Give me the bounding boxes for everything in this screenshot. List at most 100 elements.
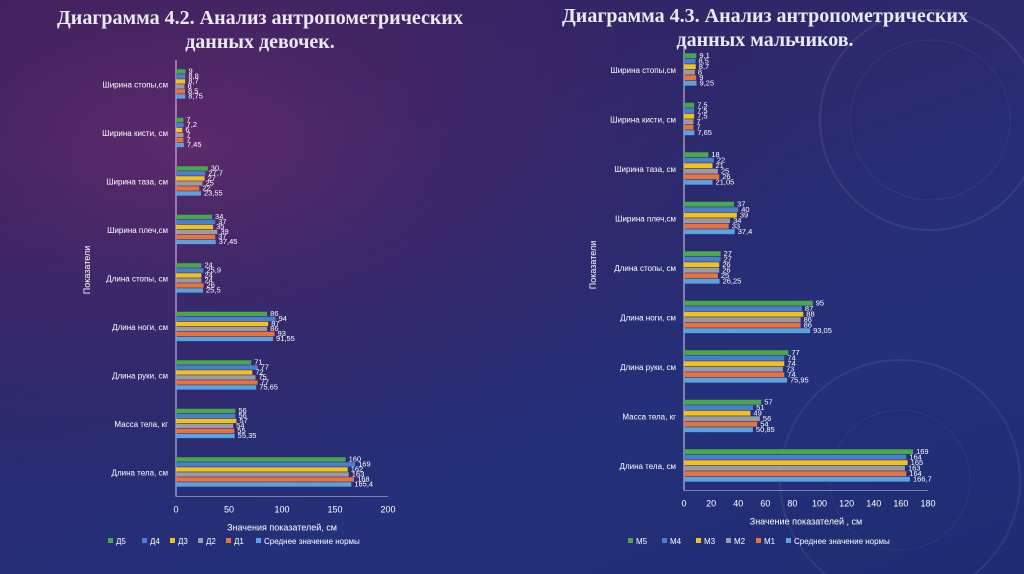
- boys-bar-value-label: 165: [911, 458, 924, 467]
- boys-x-tick-label: 80: [787, 499, 797, 509]
- girls-bar-value-label: 9: [189, 66, 193, 75]
- boys-legend-swatch: [628, 538, 633, 543]
- boys-bar-М3: [684, 163, 713, 169]
- girls-category-label: Длина руки, см: [112, 371, 168, 380]
- boys-legend-label: М5: [636, 537, 648, 546]
- boys-bar-value-label: 57: [764, 397, 772, 406]
- girls-bar-Д3: [176, 273, 202, 278]
- girls-legend-swatch: [108, 538, 113, 543]
- girls-bar-value-label: 57: [239, 416, 247, 425]
- girls-bar-Д3: [176, 79, 186, 84]
- boys-bar-value-label: 87: [805, 304, 813, 313]
- boys-bar-value-label: 166,7: [913, 474, 932, 483]
- girls-bar-Д4: [176, 365, 258, 370]
- girls-bar-value-label: 56: [238, 406, 246, 415]
- girls-bar-value-label: 7: [186, 130, 190, 139]
- boys-bar-М5: [684, 399, 762, 405]
- boys-bar-value-label: 56: [763, 414, 771, 423]
- boys-legend-label: М1: [764, 537, 776, 546]
- girls-bar-value-label: 86: [270, 324, 278, 333]
- girls-category-label: Длина стопы, см: [106, 274, 168, 283]
- boys-bar-Среднее значение нормы: [684, 130, 695, 136]
- girls-bar-Д1: [176, 186, 200, 191]
- girls-x-tick-label: 200: [380, 505, 395, 515]
- girls-bar-value-label: 86: [270, 309, 278, 318]
- girls-bar-Д4: [176, 74, 186, 79]
- boys-bar-Среднее значение нормы: [684, 80, 697, 86]
- girls-bar-value-label: 75,65: [259, 382, 278, 391]
- boys-bar-М2: [684, 366, 783, 372]
- boys-x-tick-label: 180: [920, 499, 935, 509]
- chart-title-girls: Диаграмма 4.2. Анализ антропометрических…: [57, 7, 463, 53]
- girls-bar-Д1: [176, 428, 235, 434]
- girls-bar-Д5: [176, 263, 202, 268]
- boys-bar-М3: [684, 212, 737, 218]
- boys-bar-value-label: 34: [733, 216, 741, 225]
- boys-bar-value-label: 27: [724, 249, 732, 258]
- boys-bar-М2: [684, 465, 905, 471]
- girls-bar-Среднее значение нормы: [176, 142, 184, 148]
- girls-x-tick-label: 150: [327, 505, 342, 515]
- boys-bar-Среднее значение нормы: [684, 179, 713, 185]
- girls-bar-Д3: [176, 321, 269, 327]
- boys-bar-value-label: 77: [791, 348, 799, 357]
- boys-bar-М2: [684, 69, 695, 75]
- boys-category-label: Длина стопы, см: [614, 264, 676, 273]
- boys-category-label: Масса тела, кг: [622, 412, 676, 421]
- girls-bar-Д2: [176, 375, 256, 380]
- girls-bar-value-label: 7,45: [187, 140, 202, 149]
- girls-bar-value-label: 87: [271, 319, 279, 328]
- girls-bar-Д5: [176, 214, 213, 220]
- girls-bar-value-label: 24: [204, 270, 212, 279]
- girls-bar-Д1: [176, 234, 216, 240]
- girls-bar-value-label: 23,55: [204, 188, 223, 197]
- girls-legend-label: Д1: [234, 537, 244, 546]
- girls-bar-Среднее значение нормы: [176, 239, 216, 245]
- boys-bar-value-label: 86: [804, 320, 812, 329]
- boys-bar-value-label: 18: [711, 150, 719, 159]
- girls-category-label: Ширина кисти, см: [102, 129, 168, 138]
- boys-category-label: Длина руки, см: [620, 363, 676, 372]
- girls-bar-value-label: 7: [186, 115, 190, 124]
- girls-bar-Д3: [176, 127, 183, 133]
- girls-bar-value-label: 8,7: [188, 76, 198, 85]
- boys-x-tick-label: 140: [866, 499, 881, 509]
- girls-bar-Д3: [176, 418, 237, 424]
- girls-bar-Д3: [176, 370, 253, 375]
- boys-bar-М1: [684, 421, 758, 427]
- girls-bar-value-label: 37: [218, 232, 226, 241]
- girls-bar-Среднее значение нормы: [176, 433, 235, 439]
- girls-bar-Д2: [176, 278, 202, 283]
- girls-bar-value-label: 72: [255, 367, 263, 376]
- boys-bar-М1: [684, 322, 801, 328]
- girls-category-label: Ширина таза, см: [106, 177, 168, 186]
- boys-bar-value-label: 164: [909, 469, 922, 478]
- girls-bar-Д2: [176, 229, 218, 235]
- girls-bar-value-label: 27: [208, 173, 216, 182]
- boys-bar-М5: [684, 53, 697, 59]
- girls-bar-Д4: [176, 316, 276, 322]
- boys-category-label: Ширина плеч,см: [615, 214, 676, 223]
- girls-bar-Среднее значение нормы: [176, 385, 257, 390]
- girls-bar-value-label: 55,35: [238, 431, 257, 440]
- boys-bar-М3: [684, 64, 696, 70]
- boys-x-tick-label: 40: [733, 499, 743, 509]
- boys-category-label: Ширина стопы,см: [610, 66, 676, 75]
- boys-bar-value-label: 86: [804, 315, 812, 324]
- boys-bar-М2: [684, 168, 718, 174]
- boys-legend-swatch: [696, 538, 701, 543]
- boys-legend-swatch: [756, 538, 761, 543]
- boys-category-label: Длина тела, см: [620, 462, 676, 471]
- girls-bar-Д1: [176, 283, 204, 288]
- boys-bar-М1: [684, 223, 729, 229]
- girls-category-label: Длина ноги, см: [112, 323, 168, 332]
- boys-bar-value-label: 27: [724, 254, 732, 263]
- girls-bar-value-label: 35: [216, 222, 224, 231]
- girls-bar-Д2: [176, 472, 349, 477]
- boys-bar-value-label: 26: [722, 260, 730, 269]
- girls-bar-Д5: [176, 408, 236, 414]
- girls-bar-Д5: [176, 69, 186, 74]
- boys-y-axis-label: Показатели: [588, 241, 598, 289]
- boys-bar-value-label: 33: [732, 221, 740, 230]
- boys-bar-value-label: 39: [740, 210, 748, 219]
